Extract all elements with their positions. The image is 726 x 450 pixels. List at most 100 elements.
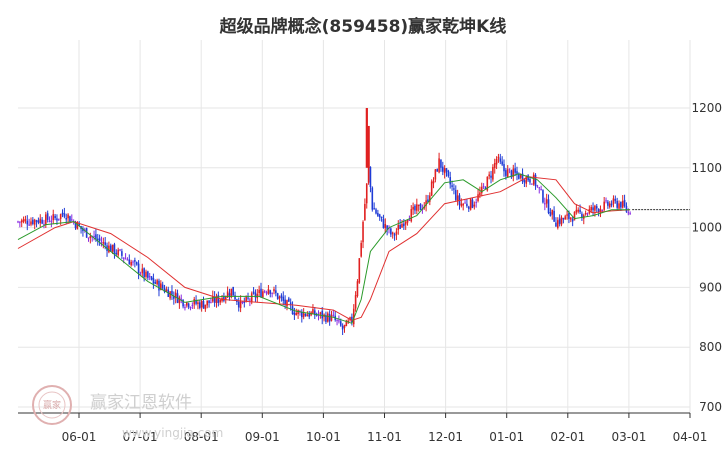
candle-body [429,195,431,202]
x-tick-label: 01-01 [489,430,524,444]
ma-long-line [17,176,631,321]
candle-body [447,170,450,177]
candle-body [356,281,359,297]
candle-body [124,258,127,260]
candle-body [180,298,183,300]
candle-body [20,220,23,223]
candle-body [590,206,592,211]
candle-body [211,296,214,302]
candle-body [434,169,437,180]
candle-body [302,312,305,318]
candle-body [215,296,218,304]
ma-short-line [17,173,631,324]
candle-body [187,303,190,308]
candle-body [70,219,73,221]
candle-body [252,291,255,294]
candle-body [486,176,489,191]
candle-body [308,313,311,317]
candle-body [488,174,490,177]
candle-body [273,289,275,292]
candle-body [37,220,40,223]
candle-body [614,199,617,201]
candle-body [440,159,442,168]
candle-body [102,242,105,244]
candle-body [629,213,631,215]
candle-spike [367,125,370,168]
candle-body [573,211,576,221]
candle-body [616,200,618,208]
candle-body [289,302,292,306]
candle-body [351,316,353,323]
candle-body [557,220,559,228]
candle-body [475,202,477,204]
candle-body [493,162,496,169]
candle-body [484,187,487,190]
candle-body [352,308,355,325]
candle-body [362,221,364,243]
candle-body [301,311,303,318]
candle-body [380,216,383,219]
candle-body [204,304,207,310]
candle-body [599,208,602,213]
candle-body [93,236,95,238]
candle-body [538,187,541,189]
candle-body [497,156,500,159]
candle-body [197,302,199,305]
candle-body [226,291,229,298]
candle-body [403,223,405,227]
candle-body [460,203,463,207]
candle-body [230,288,233,298]
candle-body [189,307,192,309]
candle-body [623,199,626,207]
candle-body [276,293,279,300]
candle-body [217,294,220,303]
candle-body [65,217,68,220]
candle-body [516,171,518,175]
candle-body [427,199,429,203]
candle-body [74,222,77,229]
candle-body [186,302,188,306]
candle-body [63,213,66,217]
candle-body [412,206,414,210]
candle-body [371,187,374,210]
candle-body [410,209,413,222]
y-tick-label: 1200 [691,101,722,115]
candle-body [173,296,175,299]
candle-body [618,203,620,209]
x-tick-label: 03-01 [611,430,646,444]
candle-body [445,168,448,172]
candle-body [341,326,344,330]
candle-body [76,222,79,230]
candle-body [495,158,498,165]
candle-body [462,203,464,206]
candle-body [545,199,548,204]
candle-body [262,291,264,298]
candle-body [228,293,231,296]
x-tick-label: 04-01 [673,430,708,444]
candle-body [143,268,145,278]
x-tick-label: 09-01 [245,430,280,444]
candle-body [237,301,240,308]
candle-body [375,209,377,214]
candle-body [505,170,507,176]
candle-body [326,313,329,322]
candle-body [314,310,316,316]
candle-body [30,221,32,225]
candle-body [436,169,439,172]
candle-body [336,319,338,321]
candle-body [95,234,97,240]
watermark-logo-text: 赢家 [43,399,61,411]
candle-body [89,236,92,238]
candle-body [288,298,290,302]
x-tick-label: 08-01 [184,430,219,444]
candle-body [198,302,201,309]
candle-body [33,219,36,225]
candle-body [182,299,184,307]
candle-body [286,300,288,307]
candle-body [206,300,209,306]
candle-body [512,168,515,177]
candle-body [560,217,563,225]
candle-body [135,262,138,265]
candle-body [441,166,444,172]
candle-body [347,320,349,323]
